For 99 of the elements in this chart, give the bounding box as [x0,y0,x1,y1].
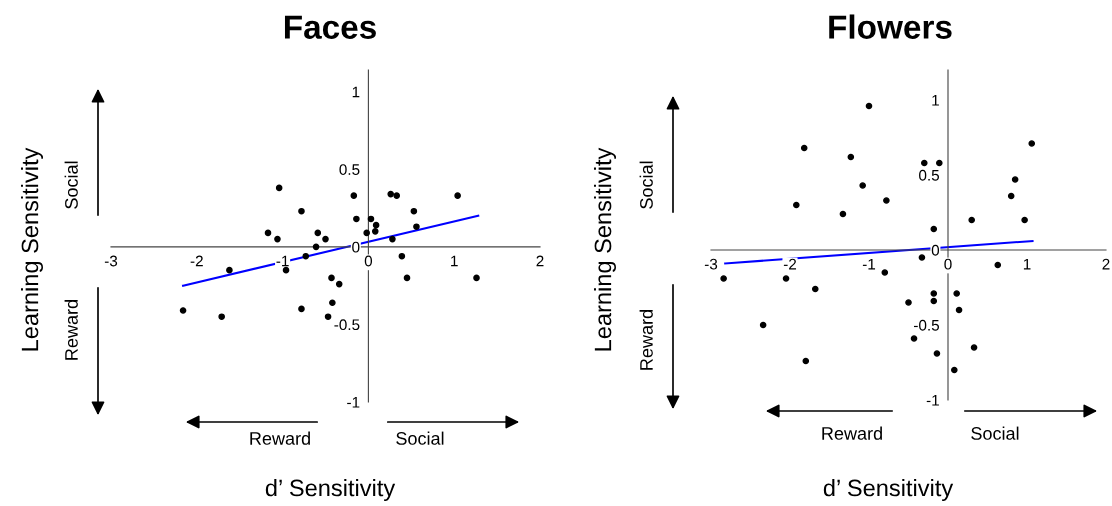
point [955,306,963,314]
x-tick-label: -1 [276,255,289,267]
point [218,313,225,320]
point [387,190,395,198]
point [389,235,396,243]
point [312,243,320,251]
x-tick-label: -2 [783,258,797,270]
text: Social [396,431,444,445]
point [367,215,375,223]
point [410,207,418,215]
point [881,269,889,276]
text: Reward [639,310,653,370]
point [811,285,819,293]
point [335,280,343,288]
point [302,252,310,260]
point [1028,140,1036,147]
point [933,350,941,357]
text: Social [64,161,78,209]
point [398,252,406,260]
point [910,335,918,342]
point [363,229,370,237]
point [329,299,336,307]
point [403,274,411,282]
point [1011,176,1019,183]
x-tick-label: 0 [364,255,373,267]
y-tick-label: 0.5 [919,169,940,181]
point [951,366,958,374]
x-tick-label: 0 [944,258,952,270]
point [324,313,332,320]
point [328,274,335,282]
point [782,275,790,282]
point [1021,216,1028,224]
x-tick-label: -3 [704,258,718,270]
point [1007,192,1015,200]
point [372,221,380,229]
point [413,223,420,230]
point [454,192,461,199]
point [930,290,938,297]
x-tick-label: -2 [190,255,203,267]
point [883,197,890,204]
y-tick-label: -0.5 [334,319,360,331]
point [847,153,855,161]
y-axis-title: Learning Sensitivity [21,147,43,351]
y-tick-label: -1 [926,395,939,406]
x-axis-title: d’ Sensitivity [823,478,954,502]
point [800,144,808,152]
point [865,102,873,110]
point [371,228,379,235]
text: Social [971,426,1019,440]
point [393,192,401,199]
point [720,275,727,282]
y-axis-title: Learning Sensitivity [593,147,617,351]
x-axis-title: d’ Sensitivity [265,478,396,502]
y-tick-label: 1 [352,86,360,98]
chart-title: Faces [284,15,376,39]
point [473,274,480,282]
point [759,321,767,329]
point [179,307,187,314]
x-tick-label: 1 [451,255,458,267]
point [936,159,943,167]
point [921,159,928,167]
chart-title: Flowers [829,14,952,39]
point [930,225,938,233]
point [859,182,866,189]
point [930,297,938,305]
point [322,235,329,243]
point [839,210,847,218]
point [353,215,360,223]
y-tick-label: 0.5 [339,164,360,175]
point [298,207,305,215]
point [802,357,810,365]
text: Reward [822,426,882,440]
x-tick-label: -1 [862,258,876,270]
point [968,216,975,224]
x-tick-label: -3 [104,255,118,267]
point [918,254,926,261]
point [905,299,912,306]
point [953,290,960,297]
text: Reward [250,431,310,445]
text: Social [639,161,653,209]
x-tick-label: 2 [1102,258,1110,270]
x-tick-label: 2 [536,255,544,267]
point [314,229,322,237]
y-tick-label: 0 [931,244,940,256]
point [970,344,978,351]
y-tick-label: 0 [352,241,360,253]
point [298,305,305,313]
point [264,229,272,237]
point [994,261,1002,269]
point [226,266,233,274]
point [350,192,358,199]
y-tick-label: 1 [932,95,939,106]
point [275,184,283,192]
text: Reward [64,300,78,360]
point [274,235,281,243]
y-tick-label: -1 [347,397,360,408]
x-tick-label: 1 [1023,258,1031,270]
point [793,201,800,209]
y-tick-label: -0.5 [914,319,940,331]
